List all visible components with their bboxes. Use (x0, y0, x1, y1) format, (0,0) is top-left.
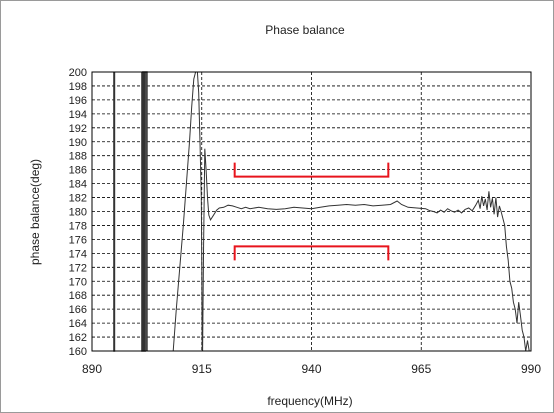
y-tick-label: 200 (69, 67, 87, 79)
y-tick-label: 192 (69, 123, 87, 135)
series-line-2 (141, 71, 148, 352)
spec-limit-mark-1 (233, 162, 390, 178)
y-tick-label: 162 (69, 332, 87, 344)
y-tick-label: 176 (69, 234, 87, 246)
y-tick-label: 170 (69, 276, 87, 288)
y-tick-label: 172 (69, 262, 87, 274)
spec-marks (233, 162, 390, 261)
y-tick-label: 174 (69, 248, 87, 260)
y-axis-label: phase balance(deg) (28, 159, 42, 265)
y-tick-label: 160 (69, 346, 87, 358)
plot-area (91, 71, 532, 352)
x-axis-label: frequency(MHz) (267, 394, 352, 408)
x-tick-label: 890 (82, 362, 102, 376)
y-tick-label: 186 (69, 165, 87, 177)
y-tick-label: 190 (69, 137, 87, 149)
x-tick-label: 940 (301, 362, 321, 376)
y-tick-label: 178 (69, 220, 87, 232)
x-tick-label: 915 (192, 362, 212, 376)
x-tick-label: 990 (521, 362, 541, 376)
y-tick-label: 198 (69, 81, 87, 93)
y-tick-label: 188 (69, 151, 87, 163)
y-tick-label: 166 (69, 304, 87, 316)
y-tick-label: 180 (69, 207, 87, 219)
y-tick-label: 168 (69, 290, 87, 302)
chart-title: Phase balance (265, 23, 345, 37)
spec-limit-mark-2 (233, 245, 390, 261)
y-tick-label: 194 (69, 109, 87, 121)
x-tick-labels: 890 915 940 965 990 (82, 362, 541, 376)
y-tick-label: 164 (69, 318, 87, 330)
x-tick-label: 965 (411, 362, 431, 376)
y-tick-label: 184 (69, 179, 87, 191)
y-tick-label: 196 (69, 95, 87, 107)
y-tick-label: 182 (69, 193, 87, 205)
series-line-3 (172, 71, 531, 352)
grid-lines (92, 72, 531, 351)
